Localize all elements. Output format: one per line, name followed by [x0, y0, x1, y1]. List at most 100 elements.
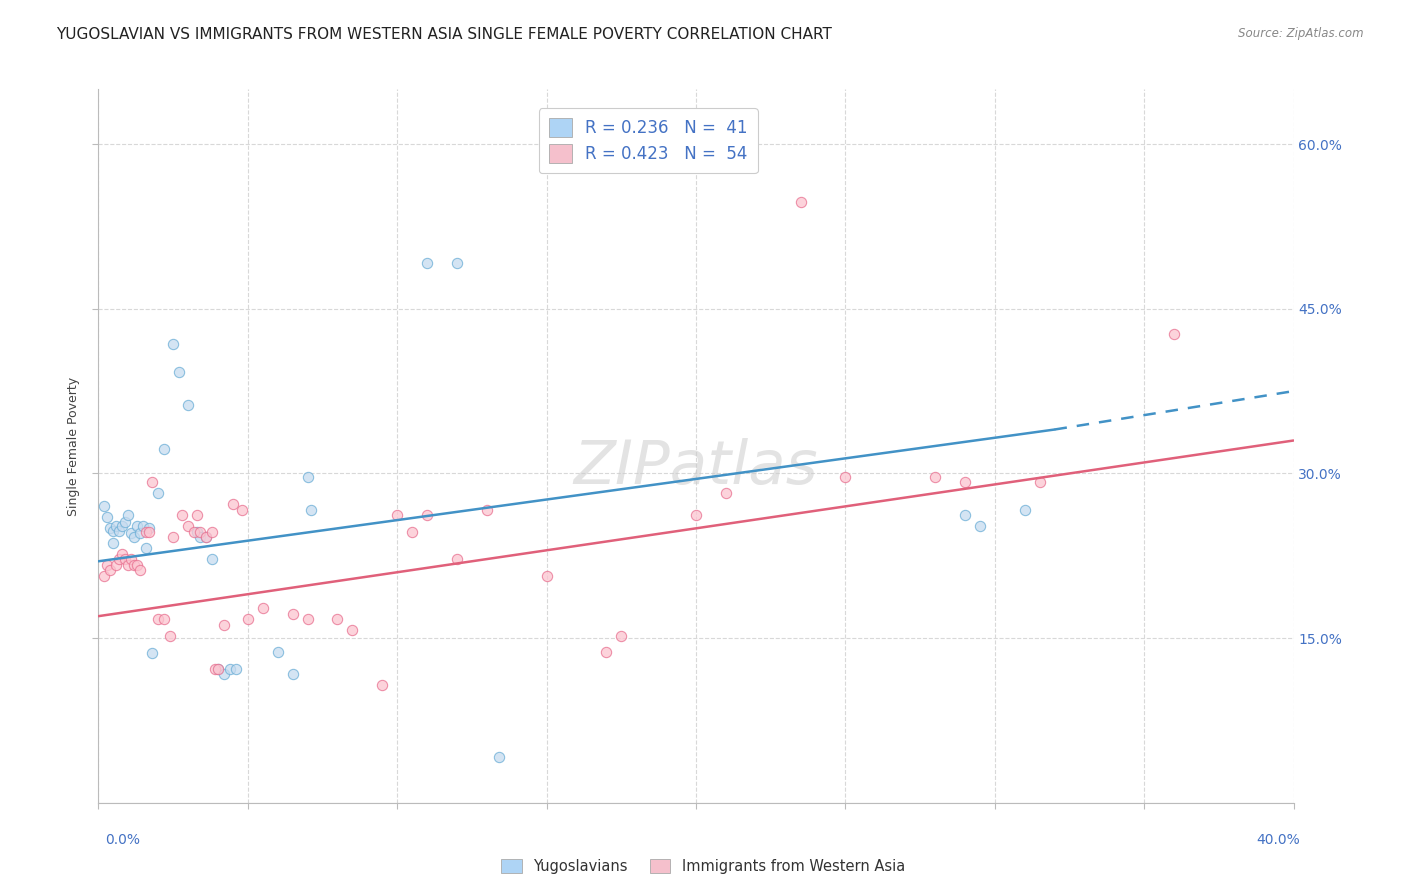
- Point: [124, 558, 146, 572]
- Point: [488, 749, 510, 764]
- Point: [207, 662, 229, 676]
- Point: [117, 558, 139, 572]
- Point: [96, 510, 118, 524]
- Point: [162, 530, 184, 544]
- Point: [195, 530, 218, 544]
- Point: [342, 624, 364, 638]
- Point: [252, 601, 274, 615]
- Point: [108, 524, 131, 538]
- Point: [93, 568, 115, 582]
- Point: [789, 195, 811, 210]
- Point: [148, 486, 170, 500]
- Point: [105, 519, 128, 533]
- Point: [141, 475, 163, 490]
- Point: [108, 552, 131, 566]
- Point: [105, 558, 128, 572]
- Point: [685, 508, 707, 523]
- Y-axis label: Single Female Poverty: Single Female Poverty: [66, 376, 80, 516]
- Point: [212, 667, 235, 681]
- Point: [120, 525, 142, 540]
- Point: [385, 508, 409, 523]
- Point: [371, 678, 394, 692]
- Point: [111, 547, 134, 561]
- Point: [114, 552, 136, 566]
- Point: [117, 508, 139, 523]
- Point: [446, 552, 468, 566]
- Point: [326, 612, 349, 626]
- Point: [924, 469, 946, 483]
- Point: [834, 469, 856, 483]
- Point: [186, 508, 208, 523]
- Legend: R = 0.236   N =  41, R = 0.423   N =  54: R = 0.236 N = 41, R = 0.423 N = 54: [538, 108, 758, 173]
- Point: [201, 552, 224, 566]
- Point: [153, 612, 176, 626]
- Point: [111, 519, 134, 533]
- Point: [188, 530, 211, 544]
- Point: [120, 552, 142, 566]
- Point: [236, 612, 259, 626]
- Point: [103, 535, 125, 549]
- Legend: Yugoslavians, Immigrants from Western Asia: Yugoslavians, Immigrants from Western As…: [495, 854, 911, 880]
- Point: [188, 524, 211, 539]
- Point: [93, 500, 115, 514]
- Point: [1014, 502, 1036, 516]
- Point: [127, 558, 149, 572]
- Point: [183, 524, 205, 539]
- Point: [129, 525, 152, 540]
- Point: [610, 629, 633, 643]
- Point: [96, 558, 118, 572]
- Point: [475, 502, 498, 516]
- Point: [1028, 475, 1050, 490]
- Point: [132, 519, 155, 533]
- Point: [595, 645, 617, 659]
- Point: [267, 645, 290, 659]
- Point: [138, 521, 160, 535]
- Point: [135, 541, 157, 555]
- Point: [953, 475, 976, 490]
- Point: [141, 647, 163, 661]
- Point: [186, 524, 208, 539]
- Text: YUGOSLAVIAN VS IMMIGRANTS FROM WESTERN ASIA SINGLE FEMALE POVERTY CORRELATION CH: YUGOSLAVIAN VS IMMIGRANTS FROM WESTERN A…: [56, 27, 832, 42]
- Point: [446, 255, 468, 269]
- Point: [127, 519, 149, 533]
- Point: [103, 524, 125, 538]
- Point: [201, 524, 224, 539]
- Point: [129, 563, 152, 577]
- Point: [281, 667, 304, 681]
- Point: [225, 662, 247, 676]
- Point: [281, 607, 304, 621]
- Point: [162, 337, 184, 351]
- Point: [222, 497, 245, 511]
- Point: [177, 398, 200, 412]
- Point: [100, 521, 122, 535]
- Point: [1163, 326, 1185, 341]
- Point: [148, 612, 170, 626]
- Point: [297, 469, 319, 483]
- Point: [212, 618, 235, 632]
- Point: [536, 568, 558, 582]
- Point: [204, 662, 226, 676]
- Point: [153, 442, 176, 457]
- Text: ZIPatlas: ZIPatlas: [574, 438, 818, 497]
- Point: [159, 629, 181, 643]
- Point: [124, 530, 146, 544]
- Point: [172, 508, 194, 523]
- Point: [297, 612, 319, 626]
- Point: [299, 502, 322, 516]
- Point: [416, 508, 439, 523]
- Point: [167, 366, 190, 380]
- Point: [114, 515, 136, 529]
- Point: [714, 486, 737, 500]
- Point: [177, 519, 200, 533]
- Point: [219, 662, 242, 676]
- Point: [231, 502, 253, 516]
- Point: [195, 530, 218, 544]
- Point: [416, 255, 439, 269]
- Point: [401, 524, 423, 539]
- Point: [100, 563, 122, 577]
- Point: [969, 519, 991, 533]
- Text: Source: ZipAtlas.com: Source: ZipAtlas.com: [1239, 27, 1364, 40]
- Text: 0.0%: 0.0%: [105, 833, 141, 847]
- Point: [138, 524, 160, 539]
- Point: [953, 508, 976, 523]
